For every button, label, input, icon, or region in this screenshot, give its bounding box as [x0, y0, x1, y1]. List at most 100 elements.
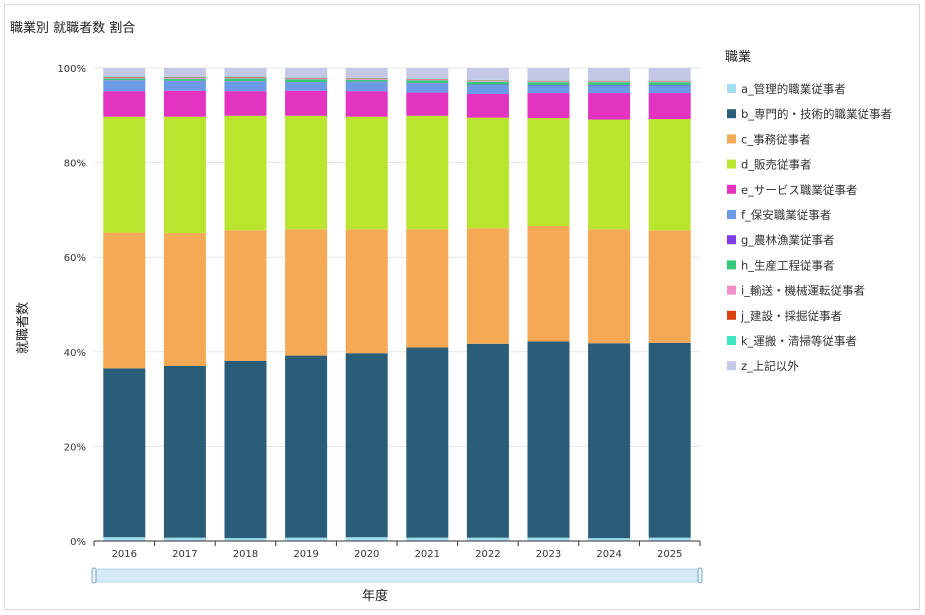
bar-segment-8[interactable]	[588, 81, 631, 83]
bar-segment-5[interactable]	[103, 80, 146, 92]
bar-segment-4[interactable]	[163, 90, 206, 117]
bar-segment-11[interactable]	[163, 68, 206, 77]
bar-segment-2[interactable]	[648, 230, 691, 343]
bar-segment-3[interactable]	[285, 115, 328, 230]
bar-segment-11[interactable]	[224, 68, 267, 77]
bar-segment-4[interactable]	[527, 93, 570, 119]
bar-segment-4[interactable]	[345, 91, 388, 117]
bar-segment-1[interactable]	[285, 355, 328, 538]
legend-item[interactable]: g_農林漁業従事者	[727, 233, 835, 247]
bar-segment-2[interactable]	[588, 229, 631, 344]
bar-segment-3[interactable]	[345, 116, 388, 230]
bar-segment-4[interactable]	[285, 90, 328, 116]
bar-segment-11[interactable]	[345, 68, 388, 78]
bar-segment-0[interactable]	[285, 537, 328, 541]
legend-item[interactable]: j_建設・採掘従事者	[727, 309, 842, 323]
bar-segment-2[interactable]	[527, 225, 570, 342]
legend-item[interactable]: c_事務従事者	[727, 132, 811, 146]
bar-segment-2[interactable]	[285, 229, 328, 356]
bar-segment-4[interactable]	[648, 93, 691, 120]
bar-segment-11[interactable]	[103, 68, 146, 77]
bar-segment-8[interactable]	[527, 81, 570, 83]
bar-segment-2[interactable]	[103, 232, 146, 369]
bar-segment-1[interactable]	[466, 343, 509, 538]
bar-segment-0[interactable]	[466, 537, 509, 541]
bar-segment-11[interactable]	[406, 68, 449, 79]
bar-segment-8[interactable]	[163, 77, 206, 79]
legend-item[interactable]: k_運搬・清掃等従事者	[727, 334, 857, 348]
bar-segment-8[interactable]	[103, 77, 146, 79]
bar-segment-0[interactable]	[163, 537, 206, 541]
bar-segment-8[interactable]	[406, 79, 449, 81]
bar-segment-1[interactable]	[345, 353, 388, 538]
bar-segment-5[interactable]	[466, 85, 509, 95]
legend-item[interactable]: i_輸送・機械運転従事者	[727, 284, 865, 298]
legend-item[interactable]: e_サービス職業従事者	[727, 183, 857, 197]
bar-segment-0[interactable]	[588, 538, 631, 541]
bar-segment-5[interactable]	[588, 85, 631, 94]
bar-segment-7[interactable]	[588, 82, 631, 86]
legend-item[interactable]: h_生産工程従事者	[727, 258, 835, 272]
bar-segment-8[interactable]	[466, 80, 509, 82]
bar-segment-7[interactable]	[406, 80, 449, 84]
bar-segment-7[interactable]	[103, 78, 146, 81]
bar-segment-3[interactable]	[163, 116, 206, 234]
bar-segment-5[interactable]	[648, 85, 691, 94]
bar-segment-11[interactable]	[588, 68, 631, 81]
bar-segment-8[interactable]	[648, 81, 691, 83]
slider-track[interactable]	[93, 568, 701, 583]
bar-segment-7[interactable]	[466, 81, 509, 85]
bar-segment-0[interactable]	[406, 537, 449, 541]
bar-segment-0[interactable]	[345, 537, 388, 541]
bar-segment-5[interactable]	[224, 81, 267, 92]
bar-segment-4[interactable]	[588, 93, 631, 120]
bar-segment-7[interactable]	[163, 78, 206, 81]
bar-segment-7[interactable]	[345, 79, 388, 82]
bar-segment-1[interactable]	[224, 360, 267, 539]
range-slider[interactable]	[91, 567, 703, 584]
bar-segment-8[interactable]	[345, 78, 388, 80]
legend-item[interactable]: d_販売従事者	[727, 158, 812, 172]
bar-segment-3[interactable]	[224, 115, 267, 231]
bar-segment-3[interactable]	[527, 118, 570, 226]
bar-segment-3[interactable]	[466, 117, 509, 229]
bar-segment-3[interactable]	[406, 115, 449, 230]
bar-segment-4[interactable]	[466, 94, 509, 118]
bar-segment-0[interactable]	[527, 537, 570, 541]
bar-segment-0[interactable]	[648, 537, 691, 541]
bar-segment-11[interactable]	[648, 68, 691, 81]
bar-segment-8[interactable]	[285, 78, 328, 80]
bar-segment-3[interactable]	[588, 119, 631, 230]
bar-segment-5[interactable]	[285, 82, 328, 91]
bar-segment-5[interactable]	[163, 81, 206, 91]
bar-segment-3[interactable]	[103, 116, 146, 233]
bar-segment-8[interactable]	[224, 77, 267, 79]
bar-segment-2[interactable]	[466, 228, 509, 344]
legend-item[interactable]: b_専門的・技術的職業従事者	[727, 107, 892, 121]
bar-segment-2[interactable]	[163, 233, 206, 366]
bar-segment-1[interactable]	[588, 343, 631, 539]
bar-segment-5[interactable]	[345, 82, 388, 92]
bar-segment-0[interactable]	[103, 537, 146, 541]
bar-segment-7[interactable]	[285, 79, 328, 83]
bar-segment-1[interactable]	[103, 368, 146, 538]
slider-handle-left[interactable]	[91, 567, 97, 584]
bar-segment-1[interactable]	[163, 365, 206, 538]
bar-segment-4[interactable]	[406, 92, 449, 116]
bar-segment-1[interactable]	[406, 347, 449, 538]
bar-segment-5[interactable]	[406, 83, 449, 93]
bar-segment-2[interactable]	[406, 229, 449, 348]
legend-item[interactable]: z_上記以外	[727, 359, 799, 373]
bar-segment-7[interactable]	[224, 78, 267, 82]
bar-segment-7[interactable]	[648, 82, 691, 86]
bar-segment-2[interactable]	[224, 230, 267, 361]
bar-segment-11[interactable]	[466, 68, 509, 80]
bar-segment-11[interactable]	[285, 68, 328, 78]
bar-segment-7[interactable]	[527, 82, 570, 86]
bar-segment-2[interactable]	[345, 229, 388, 354]
bar-segment-3[interactable]	[648, 119, 691, 231]
bar-segment-4[interactable]	[224, 91, 267, 116]
legend-item[interactable]: a_管理的職業従事者	[727, 82, 846, 96]
bar-segment-5[interactable]	[527, 85, 570, 94]
bar-segment-1[interactable]	[648, 342, 691, 538]
